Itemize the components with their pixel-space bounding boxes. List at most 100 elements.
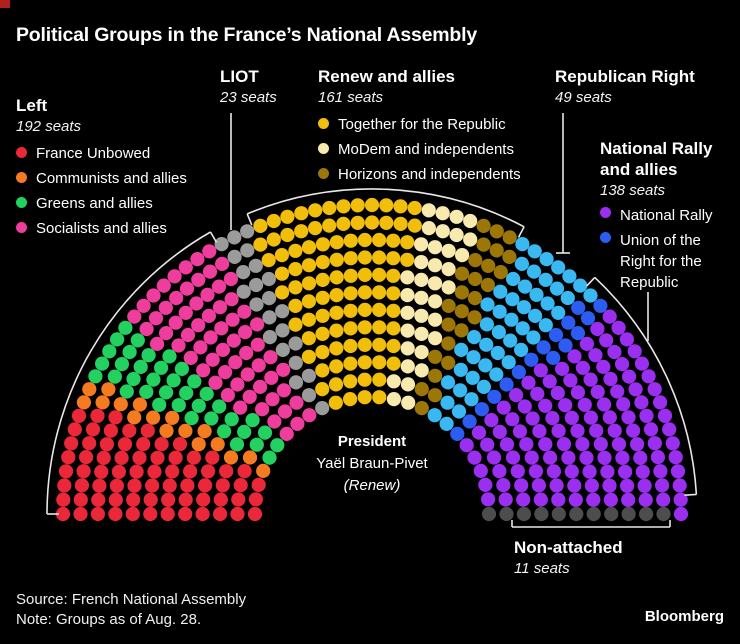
seat-dot bbox=[611, 320, 626, 335]
seat-dot bbox=[440, 375, 456, 390]
seat-dot bbox=[414, 326, 429, 341]
seat-dot bbox=[517, 399, 532, 414]
seat-dot bbox=[641, 369, 656, 384]
seat-dot bbox=[421, 221, 436, 236]
seat-dot bbox=[210, 437, 225, 452]
party-label: Socialists and allies bbox=[36, 220, 167, 237]
seat-dot bbox=[479, 317, 494, 332]
seat-dot bbox=[551, 423, 566, 438]
seat-dot bbox=[491, 325, 506, 340]
seat-dot bbox=[162, 478, 177, 493]
legend-liot-group: LIOT 23 seats bbox=[220, 66, 277, 108]
seat-dot bbox=[516, 506, 532, 522]
seat-dot bbox=[621, 492, 636, 507]
seat-dot bbox=[600, 464, 615, 479]
seat-dot bbox=[240, 243, 255, 258]
seat-dot bbox=[357, 337, 372, 352]
seat-dot bbox=[505, 292, 520, 307]
seat-dot bbox=[136, 298, 151, 313]
seat-dot bbox=[561, 315, 576, 330]
seat-dot bbox=[125, 506, 140, 522]
seat-dot bbox=[564, 410, 579, 425]
seat-dot bbox=[441, 317, 456, 332]
seat-dot bbox=[596, 359, 611, 374]
seat-dot bbox=[400, 359, 415, 374]
seat-dot bbox=[511, 365, 526, 380]
party-dot-icon bbox=[600, 207, 611, 218]
seat-dot bbox=[251, 477, 266, 492]
seat-dot bbox=[159, 423, 174, 438]
seat-dot bbox=[662, 422, 677, 437]
seat-dot bbox=[569, 506, 584, 522]
seat-dot bbox=[208, 375, 223, 390]
seat-dot bbox=[427, 258, 443, 273]
seat-dot bbox=[474, 402, 489, 417]
seat-dot bbox=[94, 464, 109, 479]
party-label: Together for the Republic bbox=[338, 116, 506, 133]
seat-dot bbox=[99, 437, 114, 452]
seat-dot bbox=[386, 321, 401, 336]
seat-dot bbox=[315, 326, 330, 341]
source-note-block: Source: French National Assembly Note: G… bbox=[16, 590, 246, 630]
seat-dot bbox=[275, 285, 290, 300]
seat-dot bbox=[634, 356, 650, 371]
seat-dot bbox=[178, 305, 193, 320]
seat-dot bbox=[263, 350, 278, 365]
seat-dot bbox=[160, 506, 175, 522]
seat-dot bbox=[505, 450, 521, 465]
seat-dot bbox=[90, 506, 105, 522]
seat-dot bbox=[602, 478, 617, 493]
seat-dot bbox=[503, 333, 518, 348]
seat-dot bbox=[451, 404, 467, 419]
seat-dot bbox=[498, 492, 513, 507]
legend-item-modem: MoDem and independents bbox=[318, 141, 521, 158]
seat-dot bbox=[622, 369, 637, 384]
seat-dot bbox=[82, 382, 97, 397]
seat-dot bbox=[288, 375, 304, 390]
seat-dot bbox=[489, 243, 504, 258]
seat-dot bbox=[262, 450, 277, 465]
seat-dot bbox=[166, 373, 181, 388]
seat-dot bbox=[248, 258, 263, 273]
seat-dot bbox=[315, 345, 330, 360]
seat-dot bbox=[211, 279, 227, 294]
left-group-bracket-tick bbox=[209, 231, 218, 243]
seat-dot bbox=[145, 478, 160, 493]
seat-dot bbox=[140, 423, 155, 438]
seat-dot bbox=[167, 269, 182, 284]
seat-dot bbox=[201, 464, 216, 479]
seat-dot bbox=[526, 330, 541, 345]
seat-dot bbox=[357, 372, 372, 387]
seat-dot bbox=[463, 232, 478, 247]
seat-dot bbox=[247, 506, 263, 522]
seat-dot bbox=[489, 224, 504, 239]
seat-dot bbox=[150, 336, 165, 351]
seat-dot bbox=[441, 355, 456, 370]
seat-dot bbox=[539, 252, 554, 267]
seat-dot bbox=[414, 345, 429, 360]
seat-dot bbox=[493, 265, 508, 280]
seat-dot bbox=[91, 492, 106, 507]
seat-dot bbox=[449, 227, 464, 243]
seat-dot bbox=[238, 325, 253, 340]
seat-dot bbox=[400, 377, 416, 392]
seat-dot bbox=[288, 317, 303, 332]
seat-dot bbox=[476, 379, 491, 394]
seat-dot bbox=[590, 384, 605, 399]
seat-dot bbox=[264, 370, 279, 385]
national-rally-group-bracket-tick bbox=[684, 493, 697, 496]
seat-dot bbox=[288, 262, 303, 277]
legend-item-horizons: Horizons and independents bbox=[318, 166, 521, 183]
seat-dot bbox=[407, 200, 422, 216]
seat-dot bbox=[267, 414, 282, 429]
seat-dot bbox=[102, 344, 117, 359]
seat-dot bbox=[630, 437, 645, 452]
seat-dot bbox=[152, 397, 167, 412]
seat-dot bbox=[126, 371, 141, 387]
seat-dot bbox=[454, 266, 470, 281]
seat-dot bbox=[492, 304, 507, 319]
seat-dot bbox=[224, 412, 239, 427]
seat-dot bbox=[253, 379, 268, 394]
seat-dot bbox=[386, 251, 401, 266]
seat-dot bbox=[308, 203, 323, 218]
